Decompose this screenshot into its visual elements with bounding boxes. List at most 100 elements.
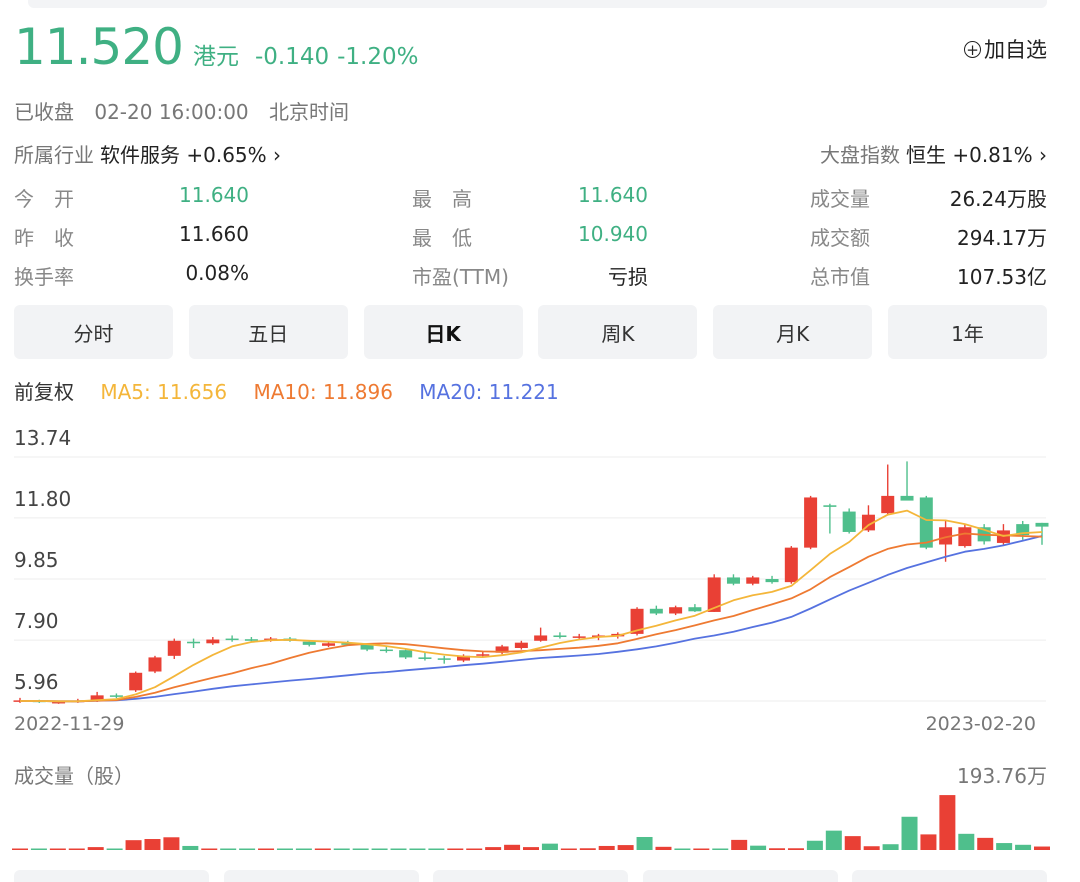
volume-bar	[750, 845, 767, 850]
candle-body	[823, 505, 837, 507]
bottom-tab[interactable]	[642, 870, 838, 882]
volume-bar	[87, 847, 104, 850]
candle-body	[52, 701, 66, 704]
volume-bar	[863, 846, 880, 850]
y-tick-label: 5.96	[14, 670, 59, 694]
volume-bar	[466, 848, 483, 850]
candlestick-chart[interactable]: 13.74 11.80 9.85 7.90 5.96	[0, 415, 1080, 707]
candle-body	[534, 635, 548, 641]
volume-bar	[996, 843, 1013, 850]
volume-bar	[939, 795, 956, 850]
volume-bar	[787, 848, 804, 850]
volume-bar	[49, 848, 66, 850]
market-index-link[interactable]: 大盘指数 恒生 +0.81% ›	[820, 139, 1047, 168]
plus-circle-icon: +	[964, 40, 981, 58]
candle-body	[187, 641, 201, 644]
volume-bar	[844, 836, 861, 850]
stats-grid: 今 开 11.640 最 高 11.640 成交量 26.24万股 昨 收 11…	[14, 183, 1047, 300]
industry-link[interactable]: 所属行业 软件服务 +0.65% ›	[14, 139, 281, 168]
volume-bar	[731, 839, 748, 850]
candle-body	[842, 511, 856, 532]
candle-body	[322, 643, 336, 646]
volume-bar	[201, 848, 218, 850]
bottom-tab[interactable]	[852, 870, 1047, 882]
price-change-percent: -1.20%	[337, 44, 419, 70]
stat-value: 26.24万股	[949, 187, 1047, 211]
candle-body	[206, 639, 220, 644]
stat-label: 成交量	[810, 187, 870, 211]
volume-bar	[901, 816, 918, 850]
adjust-mode-label[interactable]: 前复权	[14, 380, 74, 404]
candle-body	[553, 635, 567, 638]
ma-legend: 前复权 MA5: 11.656 MA10: 11.896 MA20: 11.22…	[14, 376, 579, 405]
candle-body	[109, 695, 123, 697]
volume-bar	[30, 848, 47, 850]
candle-body	[726, 577, 740, 584]
volume-bar	[1034, 846, 1050, 850]
tab-weekly-k[interactable]: 周K	[538, 305, 698, 359]
candle-body	[418, 657, 432, 659]
candle-body	[861, 514, 875, 531]
volume-bar	[977, 837, 994, 850]
tab-one-year[interactable]: 1年	[887, 305, 1047, 359]
candle-body	[495, 646, 509, 653]
candle-body	[167, 640, 181, 656]
ma10-legend: MA10: 11.896	[253, 380, 393, 404]
market-index-label: 大盘指数	[819, 143, 900, 167]
stat-label: 市盈(TTM)	[412, 265, 509, 289]
add-to-watchlist-button[interactable]: + 加自选	[964, 34, 1047, 64]
ma20-legend: MA20: 11.221	[419, 380, 559, 404]
volume-bar	[352, 848, 369, 850]
volume-bar	[523, 847, 539, 850]
stat-label: 最 低	[412, 226, 472, 250]
candle-body	[688, 607, 702, 612]
bottom-tab[interactable]	[14, 870, 209, 882]
market-timezone: 北京时间	[269, 100, 350, 124]
candle-body	[341, 643, 355, 645]
candle-body	[514, 642, 528, 648]
quote-header: 11.520 港元 -0.140 -1.20%	[14, 18, 418, 78]
market-state: 已收盘	[14, 100, 74, 124]
volume-chart[interactable]	[0, 785, 1080, 853]
volume-bar	[371, 848, 388, 850]
stat-value: 11.640	[578, 183, 648, 207]
y-tick-label: 11.80	[14, 487, 71, 511]
last-price: 11.520	[14, 18, 184, 76]
stat-value: 11.640	[179, 183, 249, 207]
x-axis-end-date: 2023-02-20	[925, 713, 1036, 735]
volume-bar	[485, 847, 502, 850]
candle-body	[881, 495, 895, 514]
add-to-watchlist-label: 加自选	[984, 38, 1047, 62]
ma5-line	[20, 509, 1043, 703]
volume-bar	[239, 848, 256, 850]
candle-body	[437, 658, 451, 660]
bottom-tab[interactable]	[223, 870, 419, 882]
stats-row: 今 开 11.640 最 高 11.640 成交量 26.24万股	[14, 183, 1047, 222]
industry-value: 软件服务 +0.65% ›	[100, 143, 282, 167]
stat-value: 亏损	[608, 265, 648, 289]
y-tick-label: 7.90	[14, 609, 59, 633]
tab-daily-k[interactable]: 日K	[363, 305, 523, 359]
volume-bar	[125, 840, 142, 850]
candle-body	[129, 672, 143, 691]
volume-bar	[825, 830, 842, 850]
tab-five-day[interactable]: 五日	[188, 305, 348, 359]
tab-intraday[interactable]: 分时	[14, 305, 173, 359]
candle-body	[765, 579, 779, 583]
candle-body	[572, 636, 586, 638]
volume-bar	[712, 848, 729, 850]
candle-body	[244, 639, 258, 641]
tab-monthly-k[interactable]: 月K	[713, 305, 873, 359]
candle-body	[630, 608, 644, 634]
stat-label: 总市值	[810, 265, 870, 289]
stat-value: 10.940	[578, 222, 648, 246]
volume-bar	[106, 848, 123, 850]
stat-label: 最 高	[412, 187, 472, 211]
volume-bar	[68, 848, 85, 850]
volume-bar	[504, 844, 521, 850]
candle-body	[1016, 524, 1030, 536]
bottom-tab[interactable]	[433, 870, 628, 882]
volume-bar	[163, 837, 180, 850]
volume-bar	[314, 848, 331, 850]
market-status: 已收盘 02-20 16:00:00 北京时间	[14, 96, 363, 125]
